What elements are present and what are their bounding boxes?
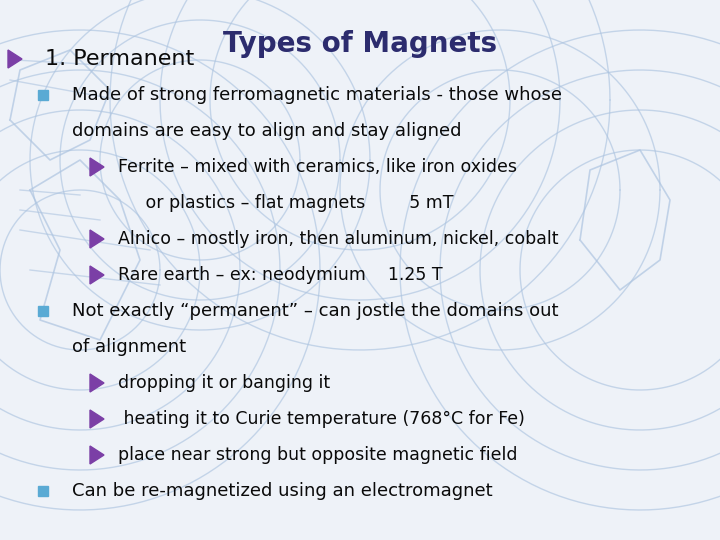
Text: domains are easy to align and stay aligned: domains are easy to align and stay align…: [72, 122, 462, 140]
Text: place near strong but opposite magnetic field: place near strong but opposite magnetic …: [118, 446, 518, 464]
Text: of alignment: of alignment: [72, 338, 186, 356]
Text: Alnico – mostly iron, then aluminum, nickel, cobalt: Alnico – mostly iron, then aluminum, nic…: [118, 230, 559, 248]
Polygon shape: [90, 266, 104, 284]
Bar: [38, 486, 48, 496]
Text: Can be re-magnetized using an electromagnet: Can be re-magnetized using an electromag…: [72, 482, 492, 500]
Bar: [38, 306, 48, 316]
Text: Ferrite – mixed with ceramics, like iron oxides: Ferrite – mixed with ceramics, like iron…: [118, 158, 517, 176]
Text: Not exactly “permanent” – can jostle the domains out: Not exactly “permanent” – can jostle the…: [72, 302, 559, 320]
Polygon shape: [90, 230, 104, 248]
Text: heating it to Curie temperature (768°C for Fe): heating it to Curie temperature (768°C f…: [118, 410, 525, 428]
Bar: [38, 90, 48, 100]
Polygon shape: [90, 158, 104, 176]
Text: Rare earth – ex: neodymium    1.25 T: Rare earth – ex: neodymium 1.25 T: [118, 266, 443, 284]
Text: Made of strong ferromagnetic materials - those whose: Made of strong ferromagnetic materials -…: [72, 86, 562, 104]
Polygon shape: [8, 50, 22, 68]
Text: 1. Permanent: 1. Permanent: [45, 49, 194, 69]
Text: Types of Magnets: Types of Magnets: [223, 30, 497, 58]
Text: dropping it or banging it: dropping it or banging it: [118, 374, 330, 392]
Text: or plastics – flat magnets        5 mT: or plastics – flat magnets 5 mT: [118, 194, 454, 212]
Polygon shape: [90, 410, 104, 428]
Polygon shape: [90, 374, 104, 392]
Polygon shape: [90, 446, 104, 464]
